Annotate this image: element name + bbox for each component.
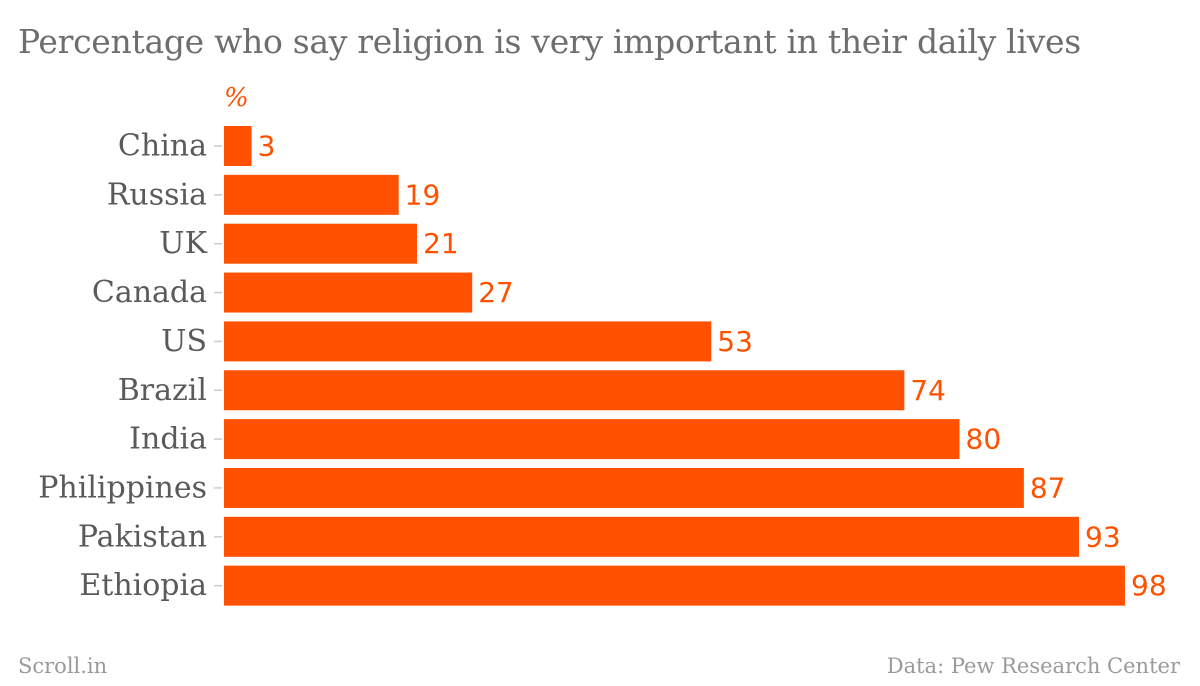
unit-label: %	[224, 83, 249, 113]
chart-title: Percentage who say religion is very impo…	[18, 22, 1081, 61]
category-label: Ethiopia	[79, 568, 207, 603]
category-label: Canada	[92, 275, 207, 310]
category-label: Russia	[107, 177, 207, 212]
value-label: 87	[1030, 471, 1066, 504]
value-label: 3	[258, 130, 276, 163]
category-label: China	[118, 129, 207, 164]
bar	[224, 126, 252, 166]
bar	[224, 467, 1024, 508]
value-label: 80	[966, 423, 1002, 456]
value-label: 21	[423, 227, 459, 260]
bar	[224, 516, 1080, 557]
category-label: Pakistan	[78, 519, 207, 554]
value-label: 93	[1085, 520, 1121, 553]
category-label: India	[129, 422, 207, 457]
bar	[224, 223, 418, 264]
source-label: Data: Pew Research Center	[886, 654, 1180, 678]
category-label: US	[161, 324, 207, 359]
bar	[224, 321, 712, 362]
value-label: 27	[478, 276, 514, 309]
value-label: 53	[717, 325, 753, 358]
category-label: Philippines	[38, 470, 207, 505]
bar	[224, 419, 960, 460]
value-label: 19	[405, 178, 441, 211]
bar	[224, 272, 473, 313]
value-label: 98	[1131, 569, 1167, 602]
value-label: 74	[910, 374, 946, 407]
category-label: UK	[159, 226, 207, 261]
bar	[224, 370, 905, 411]
bar	[224, 565, 1125, 606]
category-label: Brazil	[118, 373, 207, 408]
brand-label: Scroll.in	[18, 654, 108, 678]
bar	[224, 174, 399, 215]
